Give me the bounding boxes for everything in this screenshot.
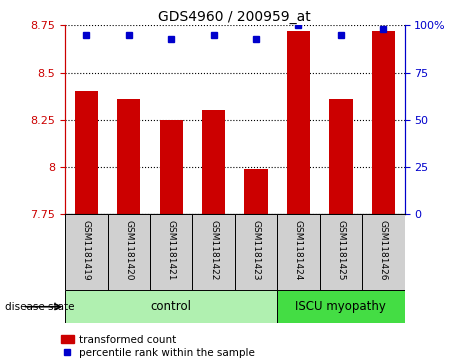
Bar: [75, 91, 98, 214]
Bar: [117, 99, 140, 214]
Text: GSM1181423: GSM1181423: [252, 220, 260, 281]
Text: GSM1181425: GSM1181425: [336, 220, 345, 281]
Bar: [372, 31, 395, 214]
Legend: transformed count, percentile rank within the sample: transformed count, percentile rank withi…: [61, 335, 255, 358]
Bar: [150, 214, 193, 290]
Bar: [362, 214, 405, 290]
Bar: [329, 99, 352, 214]
Bar: [320, 214, 362, 290]
Text: ISCU myopathy: ISCU myopathy: [295, 300, 386, 313]
Bar: [287, 31, 310, 214]
Bar: [65, 290, 277, 323]
Bar: [159, 120, 183, 214]
Text: control: control: [151, 300, 192, 313]
Text: GSM1181426: GSM1181426: [379, 220, 388, 281]
Bar: [235, 214, 277, 290]
Text: GSM1181421: GSM1181421: [166, 220, 176, 281]
Text: GSM1181419: GSM1181419: [82, 220, 91, 281]
Bar: [202, 110, 225, 214]
Text: GSM1181420: GSM1181420: [124, 220, 133, 281]
Bar: [107, 214, 150, 290]
Text: GSM1181424: GSM1181424: [294, 220, 303, 281]
Title: GDS4960 / 200959_at: GDS4960 / 200959_at: [159, 11, 311, 24]
Bar: [245, 169, 268, 214]
Bar: [277, 290, 405, 323]
Bar: [277, 214, 319, 290]
Text: disease state: disease state: [5, 302, 74, 312]
Bar: [65, 214, 107, 290]
Text: GSM1181422: GSM1181422: [209, 220, 218, 281]
Bar: [193, 214, 235, 290]
